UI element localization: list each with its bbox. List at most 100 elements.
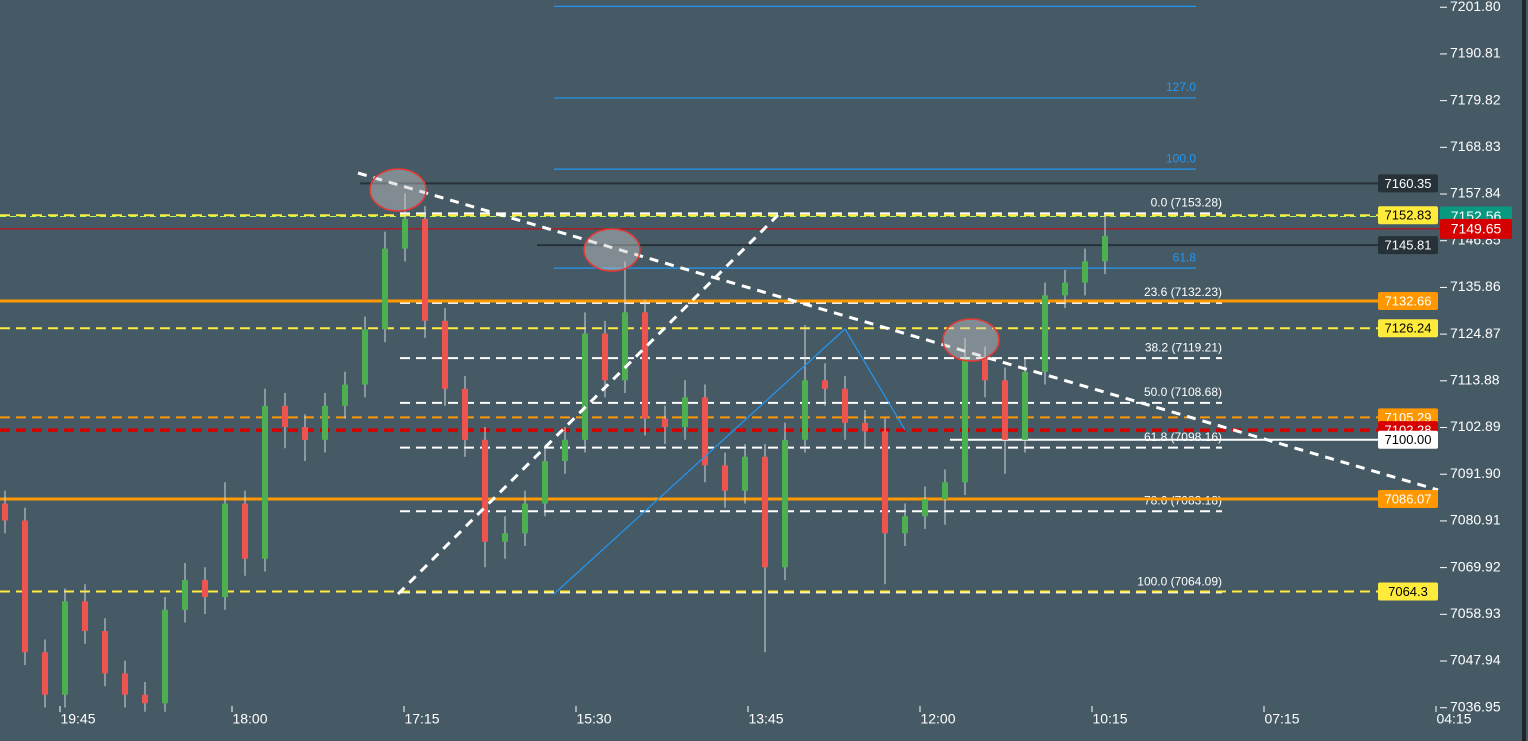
axis-price-label: 7149.65 (1451, 221, 1502, 237)
candle-body (1102, 235, 1108, 262)
candle-body (362, 329, 368, 385)
y-tick-label: 7168.83 (1450, 138, 1501, 154)
candle-body (902, 516, 908, 534)
candle-body (982, 359, 988, 381)
trend-line (357, 171, 1439, 492)
y-tick-label: 7135.86 (1450, 278, 1501, 294)
candle-body (742, 456, 748, 491)
candle-body (82, 601, 88, 632)
y-tick-label: 7201.80 (1450, 0, 1501, 14)
price-box-label: 7100.00 (1385, 432, 1432, 447)
levels: 161.8 127.0 100.0 61.8 0.0 (7153.28) 23.6 (71… (0, 0, 1440, 594)
fib-label: 38.2 (7119.21) (1145, 340, 1222, 354)
x-tick-label: 18:00 (232, 711, 267, 727)
fib-label: 50.0 (7108.68) (1144, 385, 1222, 399)
x-tick-label: 17:15 (404, 711, 439, 727)
candle-body (602, 333, 608, 381)
candle-body (1042, 295, 1048, 372)
candle-body (2, 503, 8, 521)
candle-body (222, 503, 228, 598)
candle-body (922, 499, 928, 517)
candle-body (822, 380, 828, 389)
candle-body (1022, 371, 1028, 440)
price-box-label: 7126.24 (1385, 321, 1432, 336)
price-box (1378, 430, 1438, 449)
candle-body (402, 218, 408, 249)
candle-body (782, 439, 788, 568)
drawings (357, 168, 1439, 596)
fib-label: 0.0 (7153.28) (1151, 196, 1222, 210)
y-tick-label: 7036.95 (1450, 698, 1501, 714)
y-tick-label: 7157.84 (1450, 185, 1501, 201)
candle-body (62, 601, 68, 695)
candle-body (642, 312, 648, 419)
price-box (1378, 206, 1438, 225)
candle-body (962, 359, 968, 483)
y-tick-label: 7058.93 (1450, 605, 1501, 621)
axis-price-box (1440, 218, 1512, 239)
candle-body (862, 422, 868, 432)
candle-body (842, 388, 848, 423)
candle-body (322, 405, 328, 440)
candle-body (482, 439, 488, 542)
candle-body (1062, 282, 1068, 296)
candle-body (42, 652, 48, 695)
candles (2, 193, 1108, 712)
x-tick-label: 07:15 (1264, 711, 1299, 727)
extension-label: 127.0 (1166, 80, 1196, 94)
price-box (1378, 582, 1438, 601)
price-box (1378, 319, 1438, 338)
price-box-label: 7152.83 (1385, 208, 1432, 223)
x-tick-label: 04:15 (1436, 711, 1471, 727)
x-tick-label: 13:45 (748, 711, 783, 727)
candle-body (502, 533, 508, 542)
x-tick-label: 15:30 (576, 711, 611, 727)
candle-body (522, 503, 528, 534)
y-tick-label: 7069.92 (1450, 558, 1501, 574)
price-box (1378, 236, 1438, 255)
y-tick-label: 7179.82 (1450, 91, 1501, 107)
y-tick-label: 7080.91 (1450, 512, 1501, 528)
pattern-line (553, 328, 906, 595)
candle-body (1002, 380, 1008, 440)
candle-body (182, 580, 188, 610)
price-box (1378, 174, 1438, 193)
extension-label: 61.8 (1173, 250, 1197, 264)
candle-body (102, 631, 108, 674)
candle-body (802, 380, 808, 440)
candle-body (662, 418, 668, 428)
fib-label: 61.8 (7098.16) (1144, 430, 1222, 444)
highlight (942, 318, 1000, 362)
fib-label: 23.6 (7132.23) (1144, 285, 1222, 299)
candle-body (582, 333, 588, 440)
fib-label: 100.0 (7064.09) (1137, 575, 1222, 589)
x-tick-label: 19:45 (60, 711, 95, 727)
candle-body (442, 320, 448, 389)
candle-body (162, 609, 168, 704)
candle-body (722, 465, 728, 491)
y-tick-label: 7047.94 (1450, 652, 1501, 668)
candle-body (762, 456, 768, 568)
highlight (583, 228, 641, 272)
y-tick-label: 7102.89 (1450, 418, 1501, 434)
x-tick-label: 10:15 (1092, 711, 1127, 727)
candle-body (942, 482, 948, 500)
axes: 7201.807190.817179.827168.837157.847146.… (59, 0, 1512, 727)
price-box (1378, 292, 1438, 311)
candle-body (1082, 261, 1088, 283)
candle-body (462, 388, 468, 440)
y-tick-label: 7124.87 (1450, 325, 1501, 341)
candle-body (122, 673, 128, 695)
candle-body (422, 218, 428, 321)
candle-body (142, 694, 148, 704)
candle-body (262, 405, 268, 559)
price-box (1378, 489, 1438, 508)
highlight (369, 168, 427, 212)
candle-body (682, 397, 688, 428)
price-box-label: 7145.81 (1385, 238, 1432, 253)
candle-body (342, 384, 348, 406)
candle-body (282, 405, 288, 428)
candle-body (22, 520, 28, 653)
price-box-label: 7132.66 (1385, 293, 1432, 308)
